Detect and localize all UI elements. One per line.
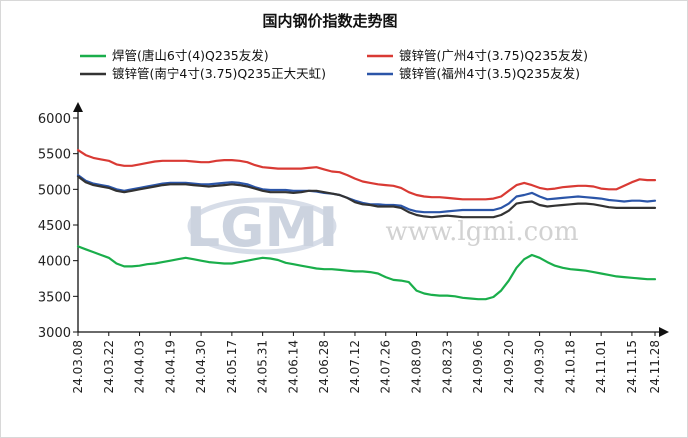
x-tick-label: 24.06.14 — [286, 340, 300, 393]
x-axis-arrow — [659, 327, 669, 337]
x-tick-label: 24.05.31 — [256, 340, 270, 393]
x-tick-label: 24.09.06 — [471, 340, 485, 393]
y-tick-label: 6000 — [38, 112, 71, 127]
watermark: LGMI www.lgmi.com — [186, 196, 579, 259]
x-tick-label: 24.11.28 — [648, 340, 662, 393]
watermark-logo-text: LGMI — [186, 196, 339, 259]
legend: 焊管(唐山6寸(4)Q235友发) 镀锌管(广州4寸(3.75)Q235友发) 镀锌… — [80, 48, 588, 81]
x-tick-label: 24.04.30 — [194, 340, 208, 393]
x-tick-label: 24.06.28 — [317, 340, 331, 393]
y-tick-label: 5000 — [38, 183, 71, 198]
series-line — [76, 174, 657, 214]
x-tick-label: 24.07.12 — [348, 340, 362, 393]
x-tick-label: 24.10.18 — [563, 340, 577, 393]
legend-label: 镀锌管(广州4寸(3.75)Q235友发) — [399, 48, 588, 63]
x-tick-label: 24.04.03 — [133, 340, 147, 393]
y-axis-arrow — [73, 102, 83, 112]
watermark-url-text: www.lgmi.com — [385, 217, 578, 247]
y-tick-label: 5500 — [38, 148, 71, 163]
legend-label: 镀锌管(南宁4寸(3.75)Q235正大天虹) — [112, 66, 326, 81]
x-tick-label: 24.05.17 — [225, 340, 239, 393]
x-tick-label: 24.08.09 — [410, 340, 424, 393]
x-tick-label: 24.09.20 — [502, 340, 516, 393]
series-layer — [76, 149, 657, 301]
x-tick-label: 24.03.22 — [102, 340, 116, 393]
axes: 3000 3500 4000 4500 5000 5500 6000 24.03.08 24.0… — [38, 102, 669, 393]
x-tick-label: 24.08.23 — [440, 340, 454, 393]
x-tick-label: 24.03.08 — [71, 340, 85, 393]
watermark-logo-ring — [187, 197, 337, 255]
y-tick-label: 4500 — [38, 219, 71, 234]
y-tick-label: 3000 — [38, 326, 71, 341]
x-tick-label: 24.07.26 — [379, 340, 393, 393]
series-line — [76, 149, 657, 201]
y-tick-label: 3500 — [38, 290, 71, 305]
legend-label: 焊管(唐山6寸(4)Q235友发) — [112, 48, 269, 63]
series-line — [76, 245, 657, 301]
x-tick-label: 24.11.01 — [594, 340, 608, 393]
x-tick-label: 24.04.19 — [163, 340, 177, 393]
chart-title: 国内钢价指数走势图 — [262, 12, 397, 30]
x-tick-label: 24.09.30 — [533, 340, 547, 393]
y-tick-label: 4000 — [38, 255, 71, 270]
x-tick-label: 24.11.15 — [625, 340, 639, 393]
legend-label: 镀锌管(福州4寸(3.5)Q235友发) — [399, 66, 580, 81]
series-line — [76, 175, 657, 219]
